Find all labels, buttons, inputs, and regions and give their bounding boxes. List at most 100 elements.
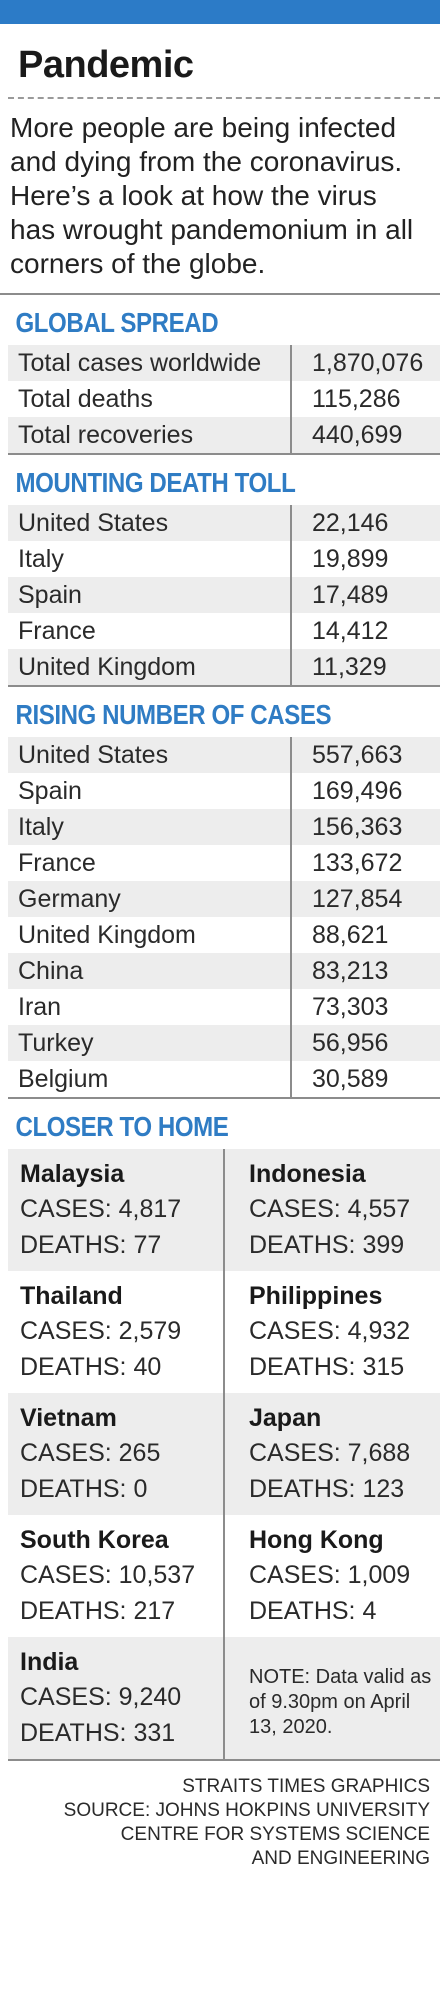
country-name: Philippines (249, 1282, 383, 1310)
global-spread-table: Total cases worldwide 1,870,076 Total de… (8, 345, 440, 455)
country-name: Vietnam (20, 1404, 117, 1432)
intro-text: More people are being infected and dying… (10, 112, 414, 279)
row-label: China (8, 953, 291, 989)
table-row: Belgium 30,589 (8, 1061, 440, 1098)
country-card-india: India CASES: 9,240 DEATHS: 331 (8, 1637, 223, 1759)
row-label: Germany (8, 881, 291, 917)
data-note-cell: NOTE: Data valid as of 9.30pm on April 1… (223, 1637, 440, 1759)
row-label: Total recoveries (8, 417, 291, 454)
country-card-south-korea: South Korea CASES: 10,537 DEATHS: 217 (8, 1515, 223, 1637)
section-heading-rising-cases: RISING NUMBER OF CASES (15, 699, 332, 730)
row-value: 83,213 (290, 953, 440, 989)
intro-divider (0, 293, 440, 295)
row-label: Belgium (18, 1064, 109, 1093)
table-row: United Kingdom 88,621 (8, 917, 440, 953)
country-row: Thailand CASES: 2,579 DEATHS: 40 Philipp… (8, 1271, 440, 1393)
country-card-japan: Japan CASES: 7,688 DEATHS: 123 (223, 1393, 440, 1515)
row-label: United Kingdom (18, 920, 196, 949)
country-card-indonesia: Indonesia CASES: 4,557 DEATHS: 399 (223, 1149, 440, 1271)
top-accent-bar (0, 0, 440, 24)
row-label: United States (8, 505, 291, 541)
country-deaths: DEATHS: 40 (20, 1353, 162, 1381)
section-heading-death-toll: MOUNTING DEATH TOLL (15, 467, 296, 498)
country-row: Vietnam CASES: 265 DEATHS: 0 Japan CASES… (8, 1393, 440, 1515)
section-heading-global-spread: GLOBAL SPREAD (15, 307, 219, 338)
country-deaths: DEATHS: 315 (249, 1353, 405, 1381)
row-value: 1,870,076 (290, 345, 440, 381)
country-cases: CASES: 10,537 (20, 1561, 196, 1589)
table-row: France 14,412 (8, 613, 440, 649)
row-value: 169,496 (290, 773, 440, 809)
table-row: United States 557,663 (8, 737, 440, 773)
table-row: United Kingdom 11,329 (8, 649, 440, 686)
table-row: Spain 169,496 (8, 773, 440, 809)
row-label: Total cases worldwide (8, 345, 291, 381)
country-deaths: DEATHS: 399 (249, 1231, 405, 1259)
row-label: United Kingdom (8, 649, 291, 686)
table-row: China 83,213 (8, 953, 440, 989)
country-cases: CASES: 7,688 (249, 1439, 411, 1467)
country-cases: CASES: 1,009 (249, 1561, 411, 1589)
closer-to-home-grid: Malaysia CASES: 4,817 DEATHS: 77 Indones… (8, 1149, 440, 1761)
row-label: Iran (18, 992, 62, 1021)
country-name: South Korea (20, 1526, 169, 1554)
page-title: Pandemic (18, 44, 194, 86)
country-name: Hong Kong (249, 1526, 384, 1554)
row-value: 11,329 (290, 649, 440, 686)
row-value: 557,663 (290, 737, 440, 773)
section-heading-closer-to-home: CLOSER TO HOME (15, 1111, 229, 1142)
row-value: 30,589 (290, 1061, 440, 1098)
row-value: 88,621 (290, 917, 440, 953)
row-value: 22,146 (290, 505, 440, 541)
country-cases: CASES: 4,817 (20, 1195, 182, 1223)
row-label: France (18, 616, 96, 645)
row-value: 17,489 (290, 577, 440, 613)
row-value: 73,303 (290, 989, 440, 1025)
country-row: India CASES: 9,240 DEATHS: 331 NOTE: Dat… (8, 1637, 440, 1759)
country-deaths: DEATHS: 77 (20, 1231, 162, 1259)
graphics-credit: STRAITS TIMES GRAPHICS (182, 1776, 430, 1797)
country-name: India (20, 1648, 79, 1676)
table-row: Turkey 56,956 (8, 1025, 440, 1061)
row-value: 115,286 (290, 381, 440, 417)
title-divider (8, 97, 440, 99)
country-card-malaysia: Malaysia CASES: 4,817 DEATHS: 77 (8, 1149, 223, 1271)
country-cases: CASES: 4,932 (249, 1317, 411, 1345)
row-label: Total deaths (18, 384, 153, 413)
country-name: Malaysia (20, 1160, 125, 1188)
row-label: Spain (18, 776, 82, 805)
table-row: France 133,672 (8, 845, 440, 881)
row-value: 156,363 (290, 809, 440, 845)
table-row: Iran 73,303 (8, 989, 440, 1025)
country-card-thailand: Thailand CASES: 2,579 DEATHS: 40 (8, 1271, 223, 1393)
country-deaths: DEATHS: 217 (20, 1597, 176, 1625)
source-line: SOURCE: JOHNS HOKPINS UNIVERSITY (63, 1800, 430, 1821)
row-label: Italy (8, 809, 291, 845)
source-line: CENTRE FOR SYSTEMS SCIENCE (120, 1824, 430, 1845)
row-value: 133,672 (290, 845, 440, 881)
country-deaths: DEATHS: 123 (249, 1475, 405, 1503)
table-row: Total deaths 115,286 (8, 381, 440, 417)
data-note: NOTE: Data valid as of 9.30pm on April 1… (249, 1666, 432, 1738)
country-deaths: DEATHS: 4 (249, 1597, 377, 1625)
country-cases: CASES: 9,240 (20, 1683, 182, 1711)
table-row: Total cases worldwide 1,870,076 (8, 345, 440, 381)
country-card-vietnam: Vietnam CASES: 265 DEATHS: 0 (8, 1393, 223, 1515)
country-row: Malaysia CASES: 4,817 DEATHS: 77 Indones… (8, 1149, 440, 1271)
row-value: 127,854 (290, 881, 440, 917)
row-label: Turkey (8, 1025, 291, 1061)
country-cases: CASES: 2,579 (20, 1317, 182, 1345)
footer-credits: STRAITS TIMES GRAPHICS SOURCE: JOHNS HOK… (0, 1761, 440, 1871)
rising-cases-table: United States 557,663 Spain 169,496 Ital… (8, 737, 440, 1099)
country-card-hong-kong: Hong Kong CASES: 1,009 DEATHS: 4 (223, 1515, 440, 1637)
country-card-philippines: Philippines CASES: 4,932 DEATHS: 315 (223, 1271, 440, 1393)
table-row: United States 22,146 (8, 505, 440, 541)
row-label: Spain (8, 577, 291, 613)
table-row: Italy 19,899 (8, 541, 440, 577)
row-value: 440,699 (290, 417, 440, 454)
country-name: Indonesia (249, 1160, 366, 1188)
country-deaths: DEATHS: 0 (20, 1475, 148, 1503)
death-toll-table: United States 22,146 Italy 19,899 Spain … (8, 505, 440, 687)
country-cases: CASES: 4,557 (249, 1195, 411, 1223)
row-label: France (18, 848, 96, 877)
